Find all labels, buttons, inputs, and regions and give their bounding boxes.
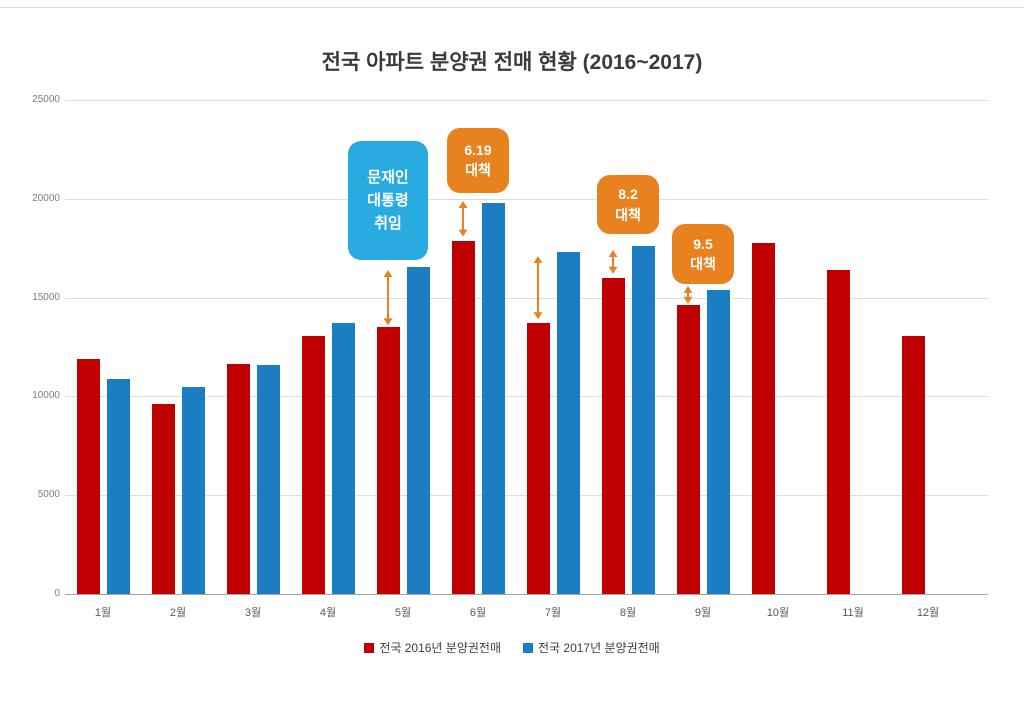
y-axis-tick-label: 15000 bbox=[32, 291, 60, 303]
bar-2016 bbox=[751, 243, 775, 594]
annotation-line: 대책 bbox=[690, 256, 716, 273]
bar-2017 bbox=[181, 386, 205, 594]
bar-2017 bbox=[106, 378, 130, 594]
bar-2016 bbox=[676, 304, 700, 594]
annotation-line: 문재인 bbox=[367, 168, 409, 186]
gridline bbox=[65, 594, 988, 595]
gap-arrow-icon bbox=[383, 269, 393, 326]
y-axis-tick-label: 10000 bbox=[32, 390, 60, 402]
annotation-line: 대책 bbox=[615, 206, 641, 223]
chart-title: 전국 아파트 분양권 전매 현황 (2016~2017) bbox=[321, 51, 703, 74]
legend-label: 전국 2017년 분양권전매 bbox=[538, 641, 660, 655]
x-axis-tick-label: 2월 bbox=[169, 607, 187, 619]
gridline bbox=[65, 297, 988, 299]
bar-2016 bbox=[601, 277, 625, 594]
x-axis-tick-label: 7월 bbox=[544, 607, 562, 619]
annotation-line: 6.19 bbox=[464, 141, 492, 158]
y-axis-tick-label: 20000 bbox=[32, 192, 60, 204]
x-axis-tick-label: 1월 bbox=[94, 607, 112, 619]
legend-label: 전국 2016년 분양권전매 bbox=[379, 641, 501, 655]
bar-2016 bbox=[301, 336, 325, 594]
gap-arrow-icon bbox=[533, 256, 543, 320]
x-axis-tick-label: 4월 bbox=[319, 607, 337, 619]
bar-2016 bbox=[826, 269, 850, 594]
y-axis-tick-label: 5000 bbox=[37, 489, 60, 501]
gap-arrow-icon bbox=[608, 250, 618, 274]
x-axis-tick-label: 8월 bbox=[619, 607, 637, 619]
chart-legend: 전국 2016년 분양권전매 전국 2017년 분양권전매 bbox=[0, 639, 1024, 656]
x-axis-tick-label: 10월 bbox=[766, 607, 790, 619]
annotation-policy-8-2: 8.2 대책 bbox=[597, 175, 659, 235]
bar-2016 bbox=[376, 327, 400, 594]
legend-item-2016: 전국 2016년 분양권전매 bbox=[364, 639, 501, 656]
gridline bbox=[65, 198, 988, 200]
gap-arrow-icon bbox=[458, 200, 468, 237]
gridline bbox=[65, 100, 988, 101]
annotation-line: 대책 bbox=[465, 162, 491, 179]
bar-2017 bbox=[256, 364, 280, 594]
y-axis-tick-label: 25000 bbox=[32, 94, 60, 105]
annotation-policy-6-19: 6.19 대책 bbox=[447, 127, 509, 193]
annotation-policy-9-5: 9.5 대책 bbox=[672, 224, 734, 284]
x-axis-tick-label: 3월 bbox=[244, 607, 262, 619]
bar-2017 bbox=[631, 246, 655, 594]
bar-2016 bbox=[151, 404, 175, 594]
bar-2017 bbox=[406, 266, 430, 594]
annotation-line: 대통령 bbox=[367, 192, 409, 210]
x-axis-tick-label: 5월 bbox=[394, 607, 412, 619]
x-axis-tick-label: 6월 bbox=[469, 607, 487, 619]
legend-item-2017: 전국 2017년 분양권전매 bbox=[523, 639, 660, 656]
bar-2016 bbox=[901, 336, 925, 594]
legend-swatch-icon bbox=[523, 642, 533, 653]
x-axis-tick-label: 12월 bbox=[916, 607, 940, 619]
legend-swatch-icon bbox=[364, 642, 375, 653]
x-axis-tick-label: 9월 bbox=[694, 607, 712, 619]
annotation-line: 9.5 bbox=[693, 235, 713, 252]
bar-2017 bbox=[556, 252, 580, 594]
bar-2017 bbox=[481, 202, 505, 594]
y-axis-tick-label: 0 bbox=[54, 588, 60, 599]
bar-2016 bbox=[451, 241, 475, 594]
bar-2016 bbox=[526, 323, 550, 594]
bar-2016 bbox=[76, 358, 100, 594]
annotation-line: 8.2 bbox=[618, 186, 638, 203]
bar-2016 bbox=[226, 363, 250, 594]
annotation-line: 취임 bbox=[374, 215, 402, 233]
gap-arrow-icon bbox=[683, 285, 693, 304]
top-border bbox=[0, 7, 1024, 8]
bar-2017 bbox=[706, 289, 730, 594]
x-axis-tick-label: 11월 bbox=[842, 607, 864, 619]
bar-2017 bbox=[331, 323, 355, 594]
